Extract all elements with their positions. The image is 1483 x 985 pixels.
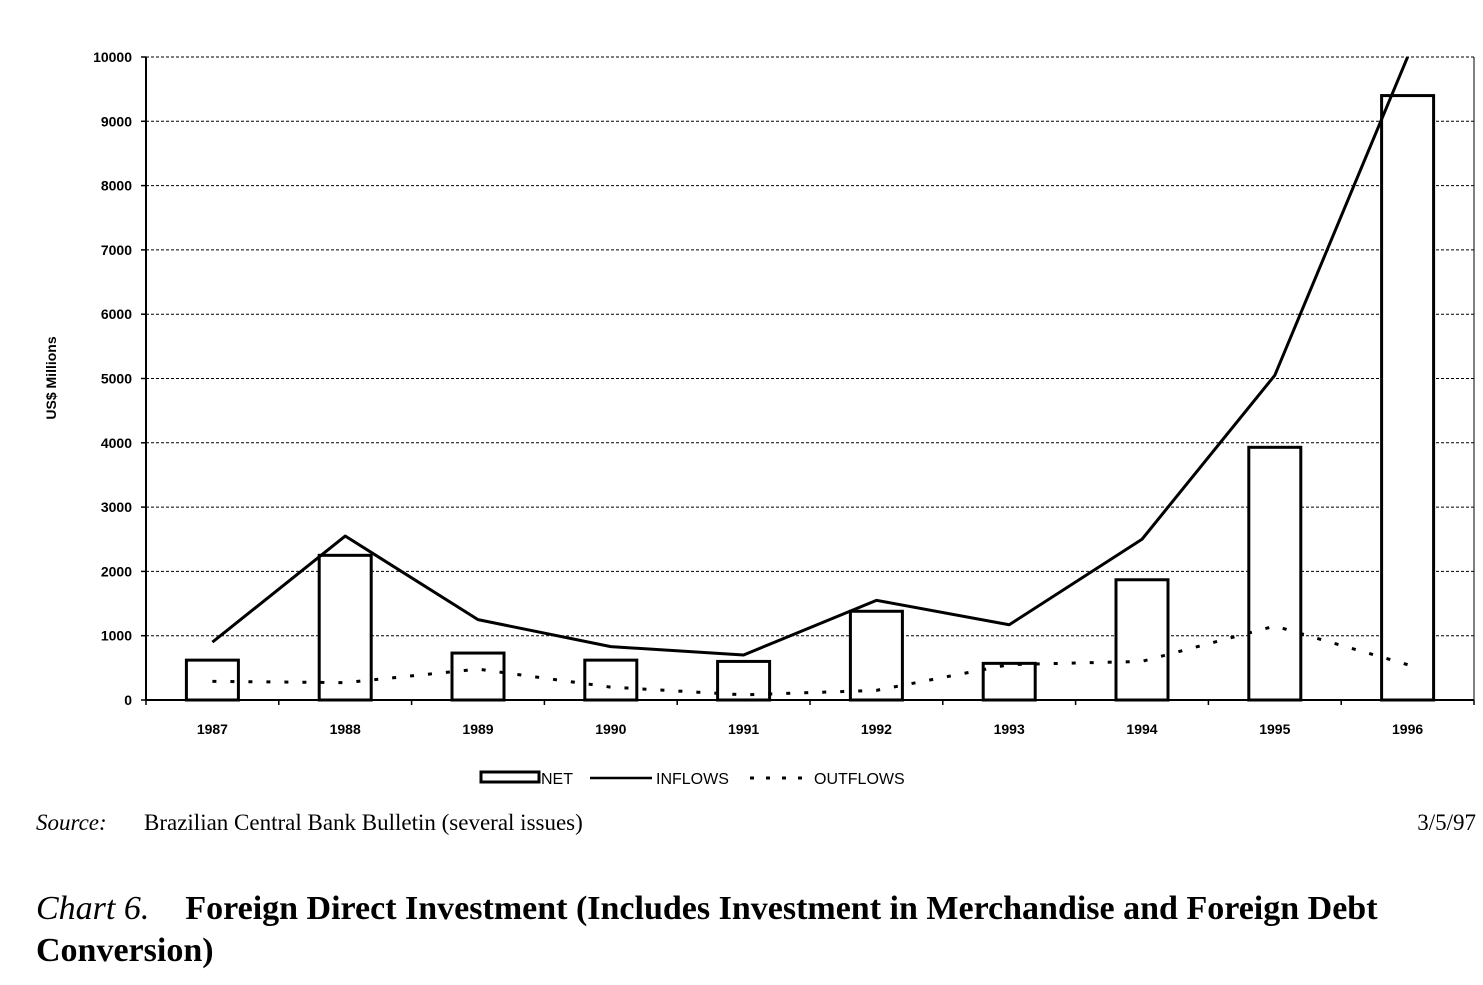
x-tick-label: 1988 — [330, 721, 361, 737]
net-bar — [1247, 445, 1303, 702]
net-bar — [981, 661, 1037, 702]
source-label: Source: — [36, 810, 107, 835]
source-note: Source: Brazilian Central Bank Bulletin (… — [36, 810, 1476, 836]
x-tick-label: 1989 — [462, 721, 493, 737]
y-tick-label: 7000 — [101, 242, 132, 258]
net-bar — [317, 553, 373, 702]
y-tick-label: 4000 — [101, 435, 132, 451]
y-tick-label: 2000 — [101, 563, 132, 579]
x-tick-label: 1993 — [994, 721, 1025, 737]
caption-number: Chart 6. — [36, 890, 150, 927]
y-tick-label: 5000 — [101, 371, 132, 387]
net-bars — [184, 94, 1436, 702]
x-tick-label: 1990 — [595, 721, 626, 737]
y-tick-label: 0 — [124, 692, 132, 708]
y-tick-labels: 0 1000 2000 3000 4000 5000 6000 7000 8000 9000 100… — [93, 49, 132, 708]
x-tick-labels: 1987 1988 1989 1990 1991 1992 1993 1994 1995 1996 — [197, 721, 1424, 737]
net-bar — [450, 651, 506, 702]
net-bar — [1380, 94, 1436, 702]
legend-inflows-label: INFLOWS — [656, 771, 729, 788]
net-bar — [184, 658, 240, 702]
net-bar — [583, 658, 639, 702]
legend-outflows-label: OUTFLOWS — [814, 771, 905, 788]
x-tick-label: 1992 — [861, 721, 892, 737]
legend-net-label: NET — [541, 771, 573, 788]
y-tick-label: 3000 — [101, 499, 132, 515]
x-tick-label: 1995 — [1259, 721, 1290, 737]
series-lines — [211, 56, 1409, 697]
x-tick-label: 1987 — [197, 721, 228, 737]
chart-caption: Chart 6. Foreign Direct Investment (Inclu… — [36, 888, 1456, 972]
net-bar — [716, 659, 772, 702]
legend: NET INFLOWS OUTFLOWS — [479, 770, 905, 788]
net-bar — [848, 609, 904, 702]
outflows-line — [212, 624, 1409, 697]
legend-net-swatch — [479, 770, 541, 784]
source-date: 3/5/97 — [1417, 810, 1476, 835]
y-tick-label: 9000 — [101, 113, 132, 129]
y-tick-label: 1000 — [101, 628, 132, 644]
y-tick-label: 6000 — [101, 306, 132, 322]
net-bar — [1114, 578, 1170, 702]
x-tick-label: 1991 — [728, 721, 759, 737]
y-axis-label: US$ Millions — [43, 336, 59, 419]
chart: 0 1000 2000 3000 4000 5000 6000 7000 8000 9000 100… — [43, 49, 1475, 788]
inflows-line — [211, 56, 1409, 657]
x-tick-label: 1994 — [1126, 721, 1157, 737]
x-tick-label: 1996 — [1392, 721, 1423, 737]
y-tick-label: 10000 — [93, 49, 132, 65]
source-text: Brazilian Central Bank Bulletin (several… — [144, 810, 583, 835]
caption-title: Foreign Direct Investment (Includes Inve… — [36, 890, 1378, 969]
y-tick-label: 8000 — [101, 178, 132, 194]
